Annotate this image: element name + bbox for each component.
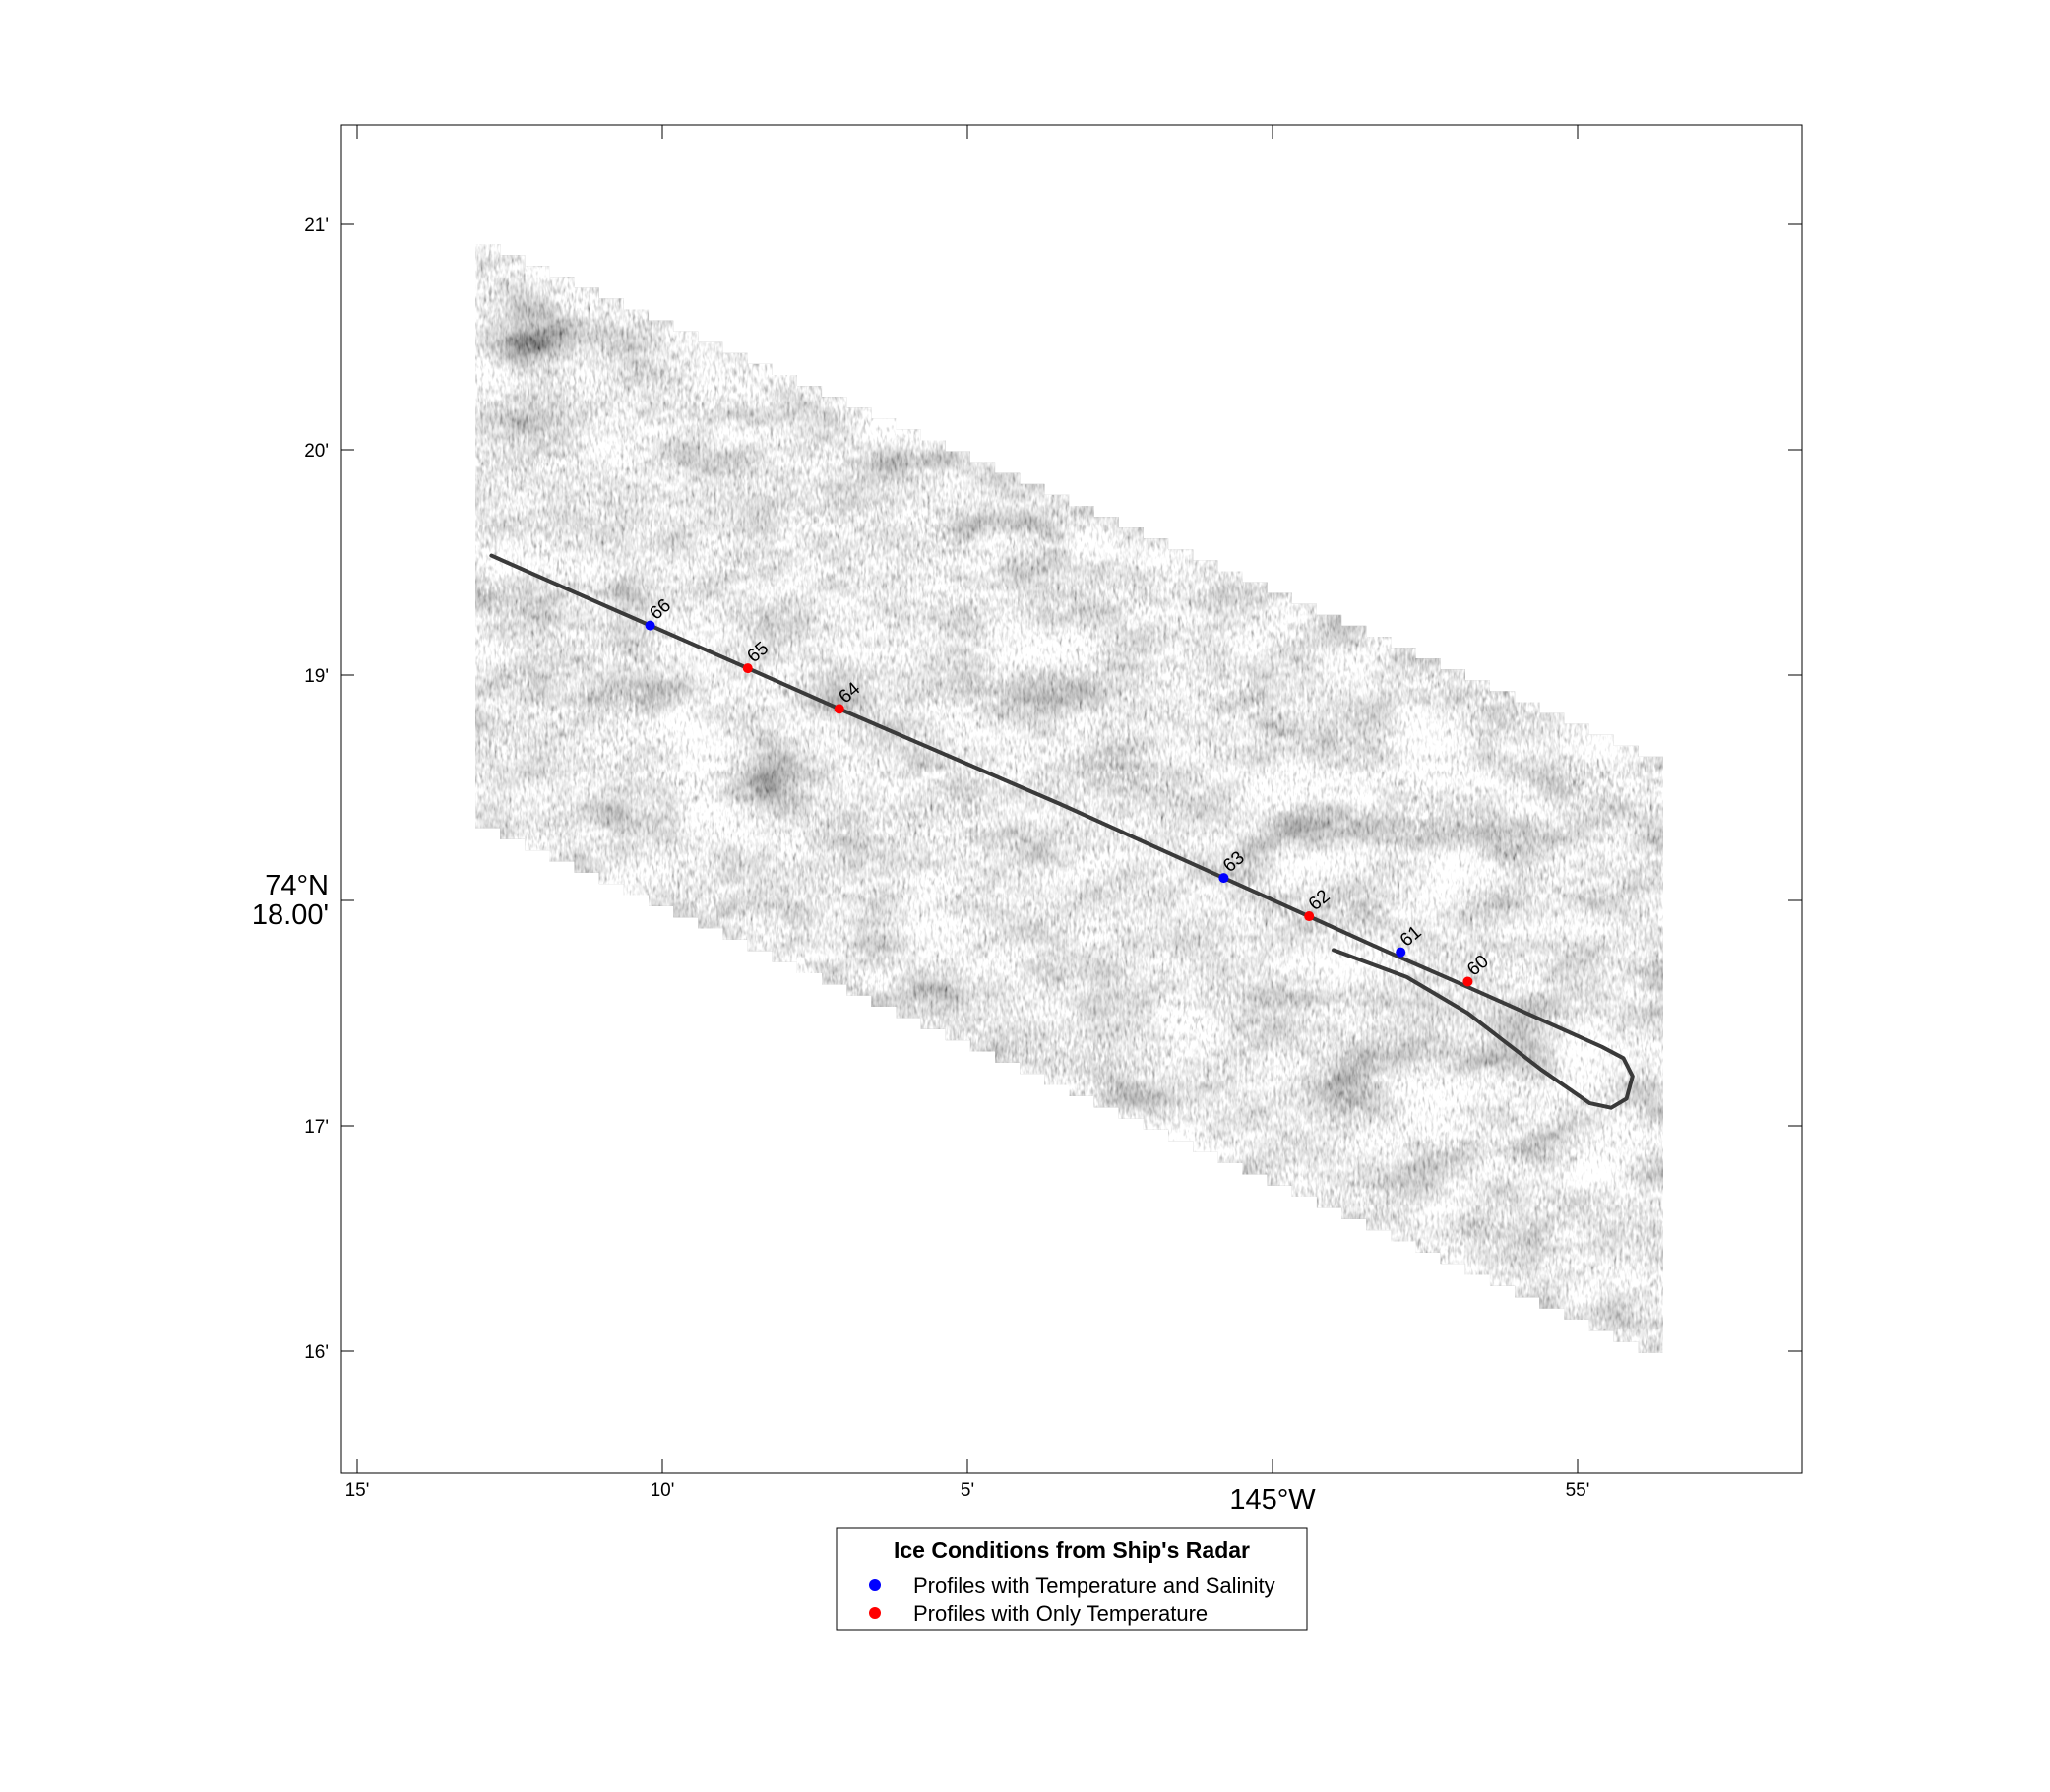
legend-box (836, 1527, 1308, 1631)
station-marker-65 (742, 663, 753, 674)
y-tick-label: 74°N (265, 870, 329, 901)
station-marker-64 (834, 704, 844, 714)
station-marker-66 (645, 620, 655, 631)
x-tick-label: 15' (345, 1480, 370, 1501)
station-marker-61 (1396, 947, 1406, 958)
x-tick-label: 145°W (1229, 1484, 1316, 1515)
legend-title: Ice Conditions from Ship's Radar (894, 1537, 1250, 1563)
legend: Ice Conditions from Ship's Radar Profile… (836, 1527, 1308, 1631)
ship-track-line (489, 553, 1635, 1110)
station-marker-63 (1218, 873, 1229, 884)
x-tick-label: 55' (1566, 1480, 1590, 1501)
x-tick-label: 5' (961, 1480, 974, 1501)
axis-ticks: 15' 10' 5' 145°W 55' 21' 20' 19' 74°N18.00' 17' 16… (252, 125, 1802, 1515)
y-tick-label: 16' (304, 1342, 329, 1363)
y-tick-label: 20' (304, 441, 329, 462)
station-marker-62 (1304, 911, 1315, 922)
y-tick-label-sub: 18.00' (252, 899, 329, 931)
legend-marker-temp-salinity (869, 1579, 881, 1591)
legend-marker-temp-only (869, 1607, 881, 1619)
legend-label-temp-salinity: Profiles with Temperature and Salinity (913, 1574, 1275, 1598)
station-marker-60 (1462, 976, 1473, 987)
y-tick-label: 17' (304, 1117, 329, 1138)
y-tick-label: 21' (304, 216, 329, 236)
legend-label-temp-only: Profiles with Only Temperature (913, 1601, 1208, 1626)
y-tick-label: 19' (304, 666, 329, 687)
ship-track (489, 553, 1635, 1110)
x-tick-label: 10' (651, 1480, 675, 1501)
